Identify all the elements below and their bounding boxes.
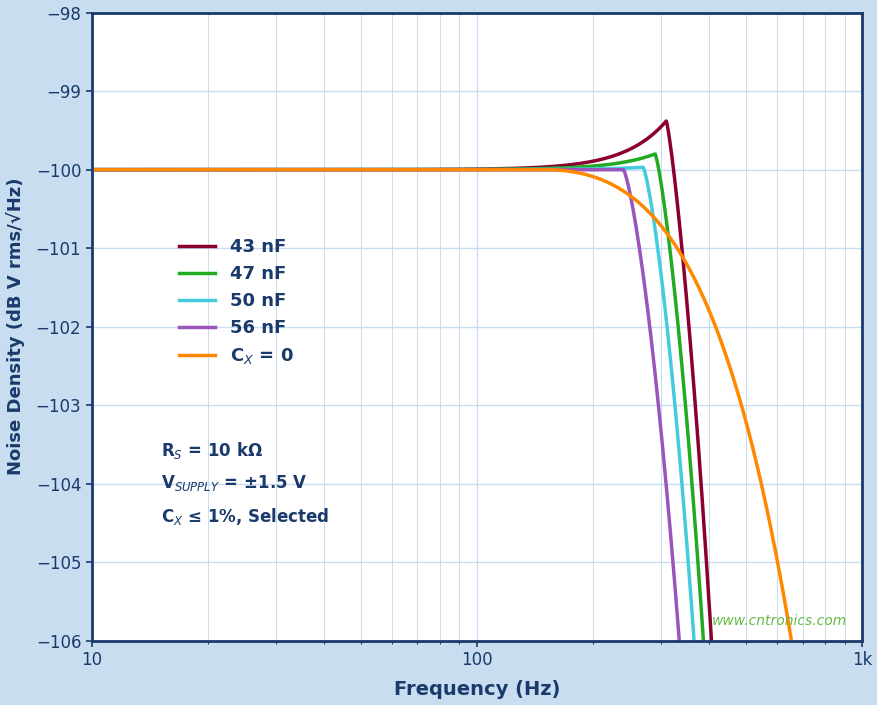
43 nF xyxy=(660,117,671,125)
C$_X$ = 0 xyxy=(758,492,768,501)
56 nF xyxy=(175,166,185,174)
Line: 56 nF: 56 nF xyxy=(91,170,861,705)
Line: 47 nF: 47 nF xyxy=(91,154,861,705)
Y-axis label: Noise Density (dB V rms/√Hz): Noise Density (dB V rms/√Hz) xyxy=(5,178,25,475)
47 nF xyxy=(220,166,231,174)
47 nF xyxy=(415,166,425,174)
Text: www.cntronics.com: www.cntronics.com xyxy=(710,614,846,628)
47 nF xyxy=(381,166,392,174)
50 nF xyxy=(637,163,647,171)
Legend: 43 nF, 47 nF, 50 nF, 56 nF, C$_X$ = 0: 43 nF, 47 nF, 50 nF, 56 nF, C$_X$ = 0 xyxy=(170,229,302,375)
43 nF xyxy=(381,166,392,174)
56 nF xyxy=(381,166,392,174)
Line: 50 nF: 50 nF xyxy=(91,167,861,705)
C$_X$ = 0 xyxy=(86,166,96,174)
X-axis label: Frequency (Hz): Frequency (Hz) xyxy=(394,680,560,699)
47 nF xyxy=(649,149,660,158)
43 nF xyxy=(220,166,231,174)
47 nF xyxy=(175,166,185,174)
43 nF xyxy=(86,166,96,174)
C$_X$ = 0 xyxy=(175,166,185,174)
C$_X$ = 0 xyxy=(415,166,425,174)
C$_X$ = 0 xyxy=(381,166,392,174)
50 nF xyxy=(415,166,425,174)
C$_X$ = 0 xyxy=(220,166,231,174)
50 nF xyxy=(86,166,96,174)
56 nF xyxy=(220,166,231,174)
Line: C$_X$ = 0: C$_X$ = 0 xyxy=(91,170,861,705)
43 nF xyxy=(175,166,185,174)
50 nF xyxy=(381,166,392,174)
Line: 43 nF: 43 nF xyxy=(91,121,861,705)
50 nF xyxy=(220,166,231,174)
43 nF xyxy=(415,165,425,173)
Text: R$_S$ = 10 kΩ
V$_{SUPPLY}$ = ±1.5 V
C$_X$ ≤ 1%, Selected: R$_S$ = 10 kΩ V$_{SUPPLY}$ = ±1.5 V C$_X… xyxy=(160,440,329,527)
50 nF xyxy=(175,166,185,174)
56 nF xyxy=(86,166,96,174)
47 nF xyxy=(86,166,96,174)
56 nF xyxy=(415,166,425,174)
